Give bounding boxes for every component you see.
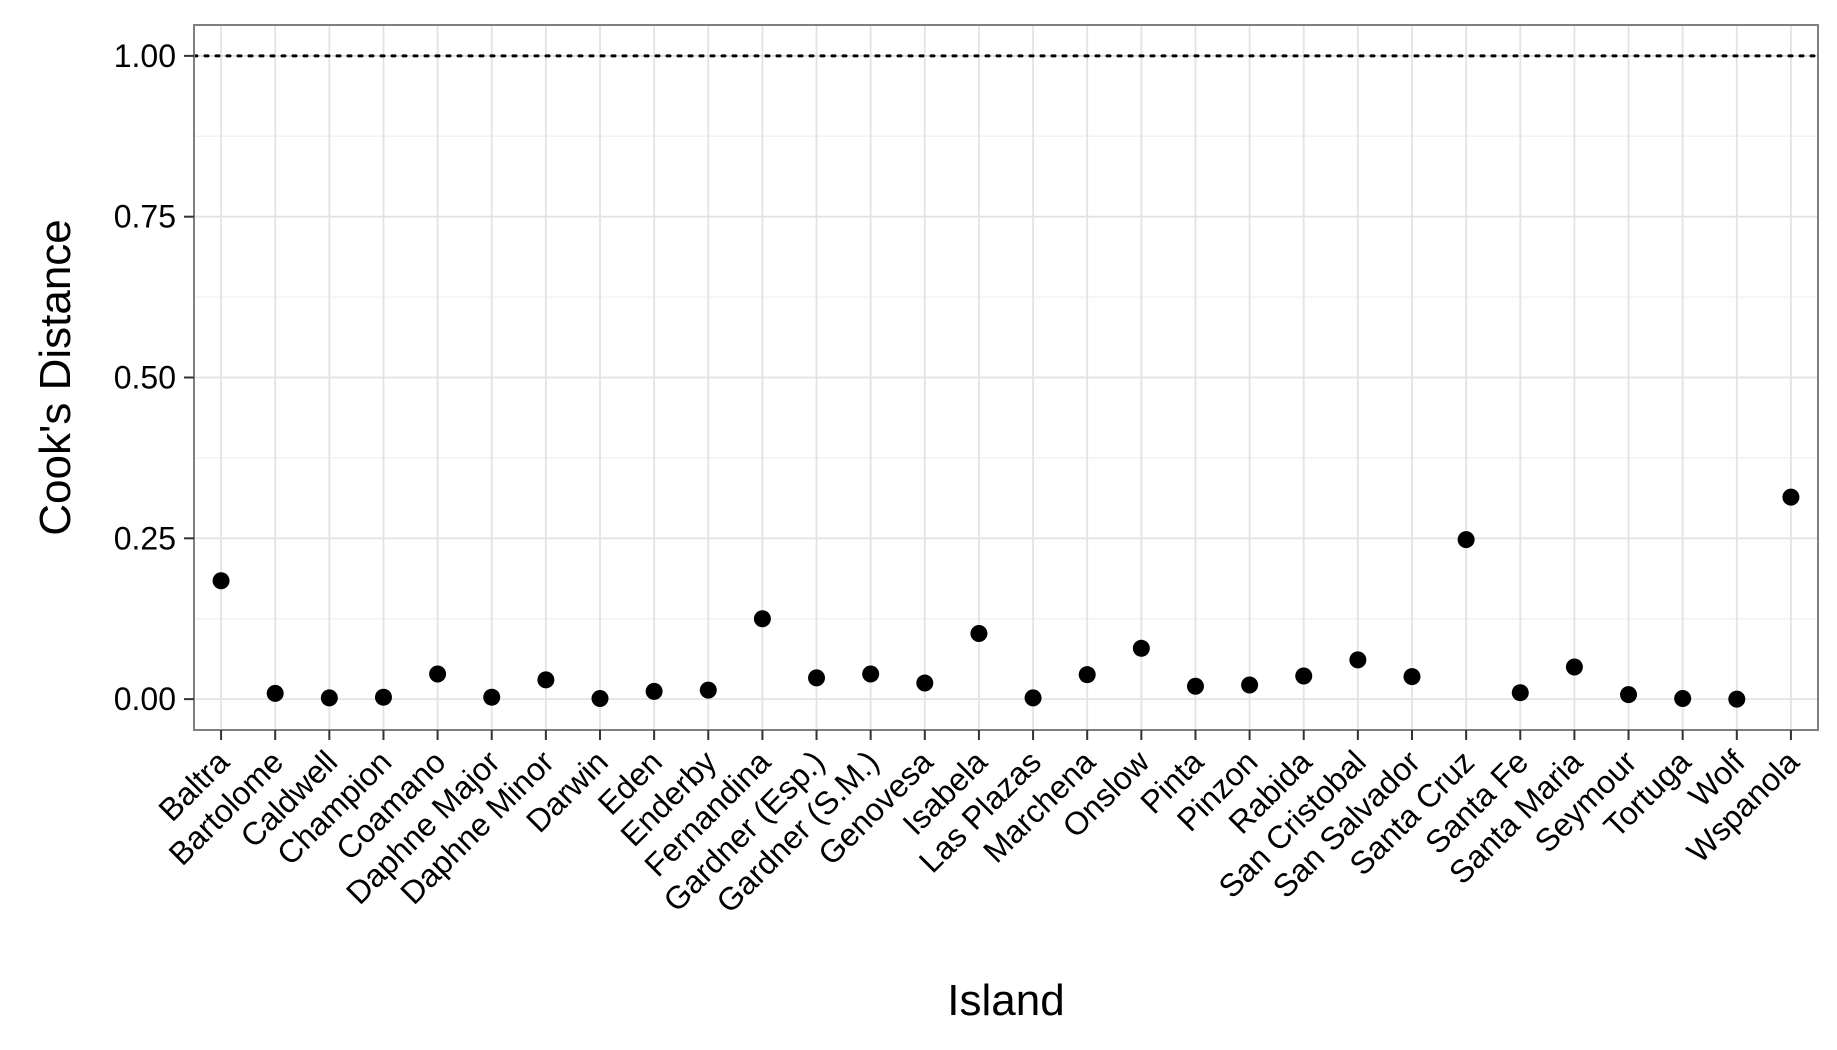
data-point (483, 688, 501, 706)
y-tick-label: 0.50 (114, 360, 176, 396)
data-point (591, 689, 609, 707)
data-point (266, 684, 284, 702)
data-point (645, 682, 663, 700)
data-point (862, 665, 880, 683)
data-point (1620, 686, 1638, 704)
data-point (916, 674, 934, 692)
data-point (699, 681, 717, 699)
y-tick-label: 0.00 (114, 681, 176, 717)
y-tick-label: 0.25 (114, 520, 176, 556)
data-point (1728, 690, 1746, 708)
data-point (1511, 684, 1529, 702)
y-axis-title: Cook's Distance (31, 219, 80, 536)
data-point (537, 671, 555, 689)
x-axis: BaltraBartolomeCaldwellChampionCoamanoDa… (151, 730, 1806, 920)
grid-minor-lines (194, 135, 1818, 620)
data-point (1565, 658, 1583, 676)
data-point (1078, 666, 1096, 684)
data-point (1295, 667, 1313, 685)
data-point (1674, 689, 1692, 707)
x-axis-title: Island (947, 976, 1064, 1025)
data-point (1349, 651, 1367, 669)
y-tick-label: 1.00 (114, 38, 176, 74)
data-point (429, 665, 447, 683)
y-axis: 0.00 0.25 0.50 0.75 1.00 (114, 38, 194, 717)
y-tick-label: 0.75 (114, 199, 176, 235)
data-point (1241, 676, 1259, 694)
data-point (212, 572, 230, 590)
grid-major-lines (194, 25, 1818, 730)
data-point (1403, 668, 1421, 686)
data-point (1782, 488, 1800, 506)
data-point (320, 689, 338, 707)
data-point (1457, 531, 1475, 549)
data-point (1132, 639, 1150, 657)
data-point (970, 625, 988, 643)
data-point (808, 669, 826, 687)
data-point (1024, 689, 1042, 707)
data-points (212, 488, 1800, 708)
data-point (753, 610, 771, 628)
data-point (1186, 677, 1204, 695)
data-point (374, 688, 392, 706)
